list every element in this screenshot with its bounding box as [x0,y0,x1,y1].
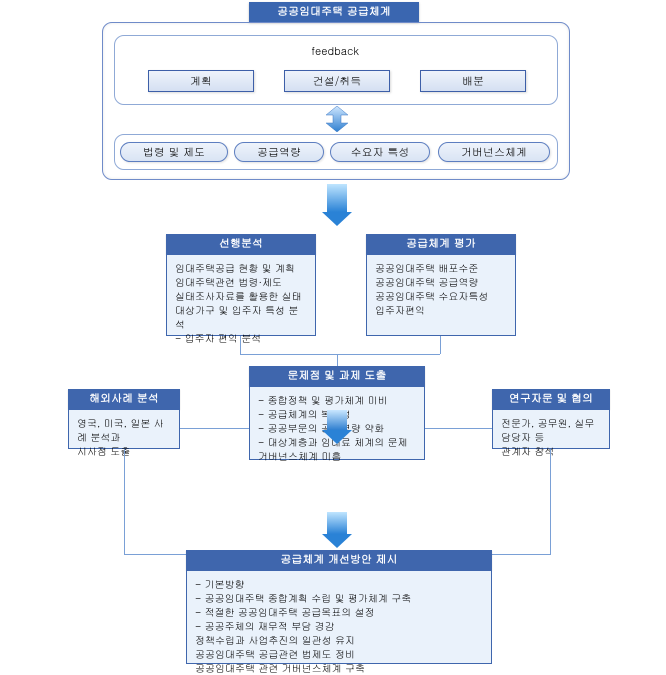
connector [240,354,440,355]
advice-header: 연구자문 및 협의 [492,389,610,409]
stage-build: 건설/취득 [284,70,390,92]
connector [240,336,241,354]
connector [180,428,249,429]
list-item: 전문가, 공무원, 실무담당자 등 [501,416,601,444]
list-item: 정책수립과 사업추진의 일관성 유지 [195,633,483,647]
list-item: 공공임대주택 공급역량 [375,275,507,289]
connector [124,449,125,554]
list-item: 대상가구 및 입주자 특성 분석 [175,303,307,331]
factor-demand: 수요자 특성 [330,142,430,162]
list-item: - 입주자 편익 분석 [175,331,307,345]
connector [440,336,441,354]
connector [124,554,186,555]
analysis-body: 임대주택공급 현황 및 계획임대주택관련 법령·제도실태조사자료를 활용한 실태… [166,254,316,336]
cases-body: 영국, 미국, 일본 사례 분석과시사점 도출 [68,409,180,449]
final-body: - 기본방향- 공공임대주택 종합계획 수립 및 평가체계 구축- 적절한 공공… [186,570,492,664]
list-item: 임대주택관련 법령·제도 [175,275,307,289]
factor-governance: 거버넌스체계 [438,142,550,162]
list-item: 입주자편익 [375,303,507,317]
evaluation-list: 공공임대주택 배포수준공공임대주택 공급역량공공임대주택 수요자특성입주자편익 [375,261,507,317]
list-item: 공공임대주택 관련 거버넌스체계 구축 [195,661,483,675]
list-item: - 적절한 공공임대주택 공급목표의 설정 [195,605,483,619]
list-item: 거버넌스체계 미흡 [258,449,416,463]
evaluation-header: 공급체계 평가 [366,234,516,254]
factor-law: 법령 및 제도 [120,142,228,162]
final-list: - 기본방향- 공공임대주택 종합계획 수립 및 평가체계 구축- 적절한 공공… [195,577,483,675]
list-item: 공공임대주택 배포수준 [375,261,507,275]
double-arrow-icon [322,106,352,132]
stage-dist: 배분 [420,70,526,92]
advice-list: 전문가, 공무원, 실무담당자 등관계자 참석 [501,416,601,458]
feedback-label: feedback [290,44,380,59]
analysis-header: 선행분석 [166,234,316,254]
list-item: 공공임대주택 수요자특성 [375,289,507,303]
stage-plan: 계획 [148,70,254,92]
list-item: 영국, 미국, 일본 사례 분석과 [77,416,171,444]
factor-capacity: 공급역량 [234,142,324,162]
cases-header: 해외사례 분석 [68,389,180,409]
list-item: 공공임대주택 공급관련 법제도 정비 [195,647,483,661]
list-item: 임대주택공급 현황 및 계획 [175,261,307,275]
arrow-down-1 [322,184,352,226]
connector [550,449,551,554]
list-item: 실태조사자료를 활용한 실태 [175,289,307,303]
connector [425,428,492,429]
arrow-down-3 [322,512,352,548]
final-header: 공급체계 개선방안 제시 [186,550,492,570]
top-title: 공공임대주택 공급체계 [249,2,419,22]
list-item: - 공공주체의 재무적 부담 경감 [195,619,483,633]
arrow-down-2 [322,410,352,444]
diagram-canvas: 공공임대주택 공급체계 feedback 계획 건설/취득 배분 법령 및 제도… [0,0,666,668]
list-item: - 종합정책 및 평가체계 미비 [258,393,416,407]
issues-header: 문제점 및 과제 도출 [249,366,425,386]
advice-body: 전문가, 공무원, 실무담당자 등관계자 참석 [492,409,610,449]
analysis-list: 임대주택공급 현황 및 계획임대주택관련 법령·제도실태조사자료를 활용한 실태… [175,261,307,345]
connector [492,554,551,555]
connector [337,354,338,366]
list-item: - 기본방향 [195,577,483,591]
list-item: - 공공임대주택 종합계획 수립 및 평가체계 구축 [195,591,483,605]
evaluation-body: 공공임대주택 배포수준공공임대주택 공급역량공공임대주택 수요자특성입주자편익 [366,254,516,336]
list-item: 관계자 참석 [501,444,601,458]
